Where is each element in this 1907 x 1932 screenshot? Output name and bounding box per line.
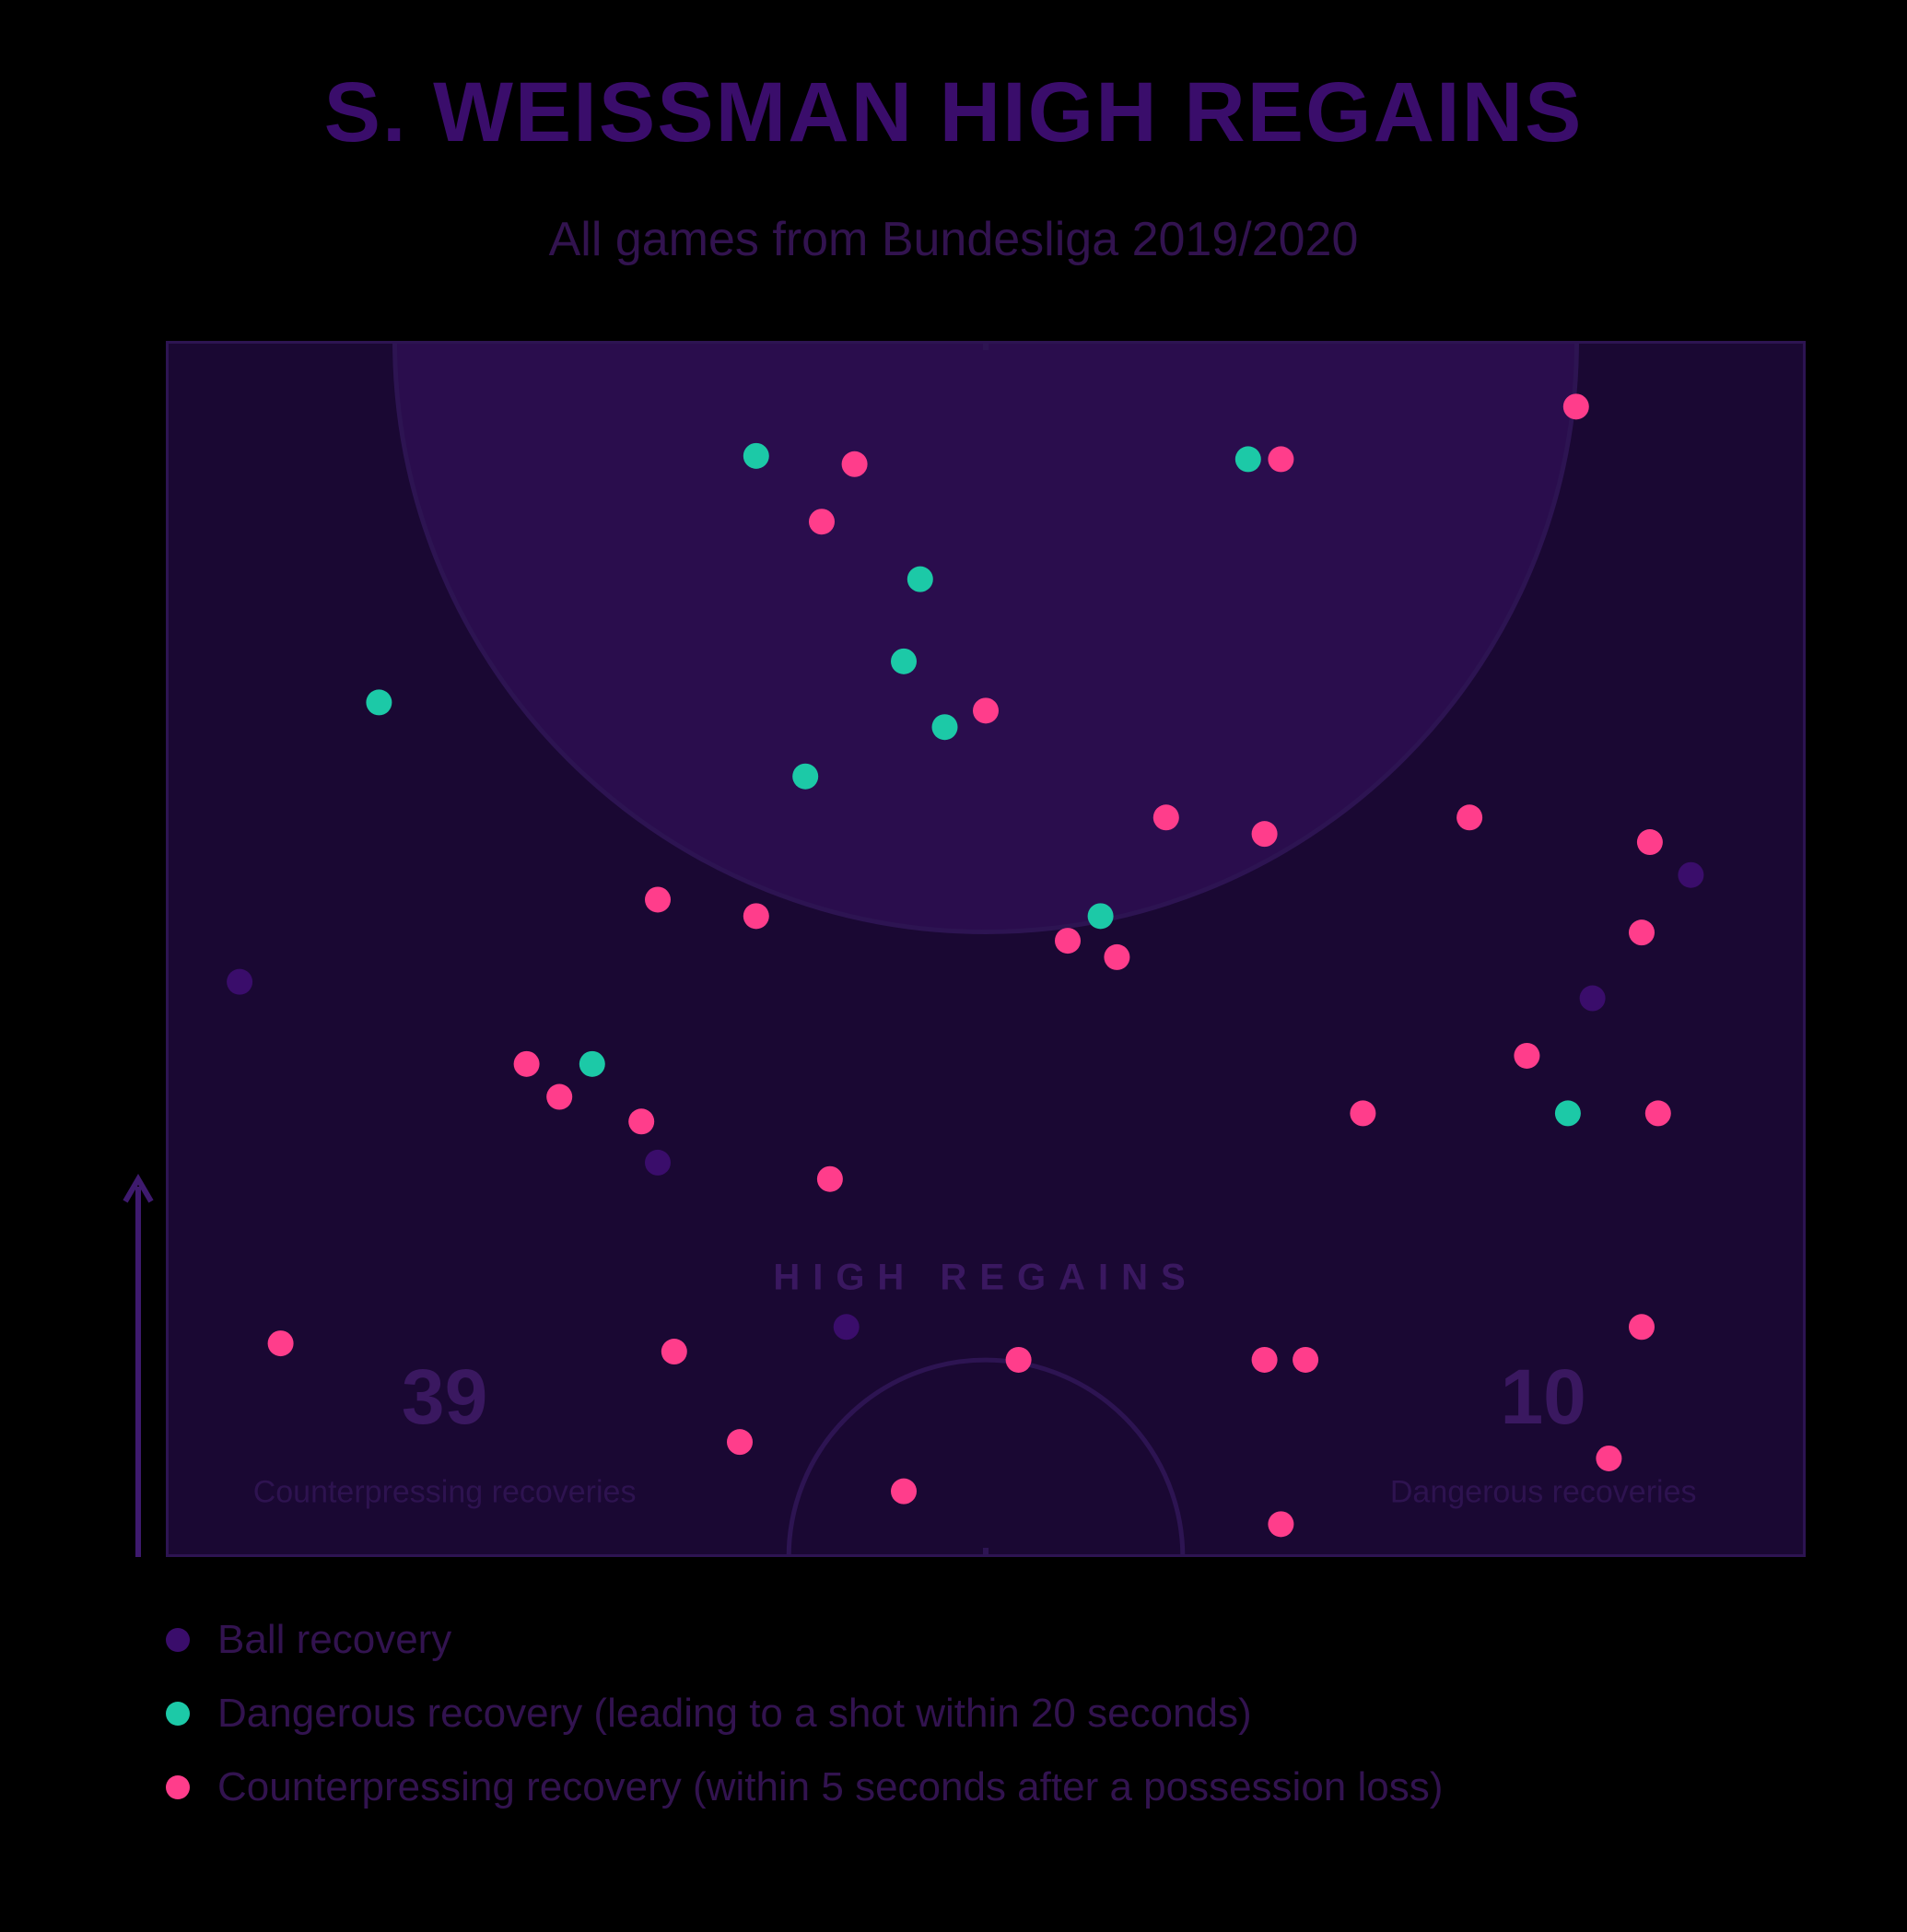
recovery-dot-ball_recovery xyxy=(1678,862,1703,888)
legend-label-counterpressing: Counterpressing recovery (within 5 secon… xyxy=(217,1764,1443,1810)
stat-dangerous-number: 10 xyxy=(1500,1353,1585,1440)
recovery-dot-counterpressing xyxy=(1350,1100,1375,1126)
recovery-dot-counterpressing xyxy=(1457,804,1482,830)
recovery-dot-dangerous xyxy=(366,689,392,715)
recovery-dot-dangerous xyxy=(743,443,769,469)
direction-arrow-icon xyxy=(120,1170,157,1566)
chart-subtitle: All games from Bundesliga 2019/2020 xyxy=(0,212,1907,267)
recovery-dot-dangerous xyxy=(932,714,958,740)
recovery-dot-counterpressing xyxy=(1006,1347,1032,1373)
recovery-dot-counterpressing xyxy=(268,1330,294,1356)
recovery-dot-ball_recovery xyxy=(1580,986,1606,1012)
legend-label-dangerous: Dangerous recovery (leading to a shot wi… xyxy=(217,1691,1252,1737)
legend-dot-counterpressing xyxy=(166,1775,190,1799)
legend: Ball recovery Dangerous recovery (leadin… xyxy=(166,1603,1443,1824)
recovery-dot-ball_recovery xyxy=(834,1314,860,1340)
watermark-text: HIGH REGAINS xyxy=(773,1258,1198,1298)
recovery-dot-counterpressing xyxy=(842,451,868,477)
recovery-dot-counterpressing xyxy=(1629,919,1655,945)
recovery-dot-ball_recovery xyxy=(645,1150,671,1176)
stat-counterpressing-label: Counterpressing recoveries xyxy=(253,1475,637,1510)
recovery-dot-counterpressing xyxy=(727,1429,753,1455)
recovery-dot-counterpressing xyxy=(514,1051,540,1077)
recovery-dot-ball_recovery xyxy=(227,969,252,995)
recovery-dot-counterpressing xyxy=(891,1479,917,1505)
recovery-dot-counterpressing xyxy=(546,1084,572,1110)
legend-dot-ball-recovery xyxy=(166,1628,190,1652)
recovery-dot-counterpressing xyxy=(1104,944,1129,970)
chart-title: S. WEISSMAN HIGH REGAINS xyxy=(0,64,1907,161)
recovery-dot-counterpressing xyxy=(1252,1347,1278,1373)
recovery-dot-counterpressing xyxy=(645,886,671,912)
recovery-dot-counterpressing xyxy=(1645,1100,1671,1126)
recovery-dot-counterpressing xyxy=(743,903,769,929)
recovery-dot-dangerous xyxy=(579,1051,605,1077)
recovery-dot-counterpressing xyxy=(1268,1511,1293,1537)
recovery-dot-counterpressing xyxy=(809,509,835,534)
pitch-svg: HIGH REGAINS 39 Counterpressing recoveries… xyxy=(166,341,1806,1557)
legend-row-counterpressing: Counterpressing recovery (within 5 secon… xyxy=(166,1751,1443,1824)
pitch-container: HIGH REGAINS 39 Counterpressing recoveries… xyxy=(166,341,1806,1557)
chart-root: S. WEISSMAN HIGH REGAINS All games from … xyxy=(0,0,1907,1932)
stat-dangerous-label: Dangerous recoveries xyxy=(1390,1475,1697,1510)
recovery-dot-counterpressing xyxy=(1268,446,1293,472)
legend-label-ball-recovery: Ball recovery xyxy=(217,1617,451,1663)
stat-counterpressing-number: 39 xyxy=(402,1353,487,1440)
recovery-dot-counterpressing xyxy=(661,1339,687,1364)
recovery-dot-counterpressing xyxy=(1252,821,1278,847)
recovery-dot-dangerous xyxy=(1555,1100,1581,1126)
recovery-dot-counterpressing xyxy=(817,1166,843,1192)
recovery-dot-dangerous xyxy=(792,764,818,790)
recovery-dot-dangerous xyxy=(1235,446,1261,472)
recovery-dot-dangerous xyxy=(907,567,933,592)
recovery-dot-counterpressing xyxy=(973,697,999,723)
recovery-dot-counterpressing xyxy=(628,1108,654,1134)
recovery-dot-counterpressing xyxy=(1596,1446,1621,1471)
recovery-dot-counterpressing xyxy=(1563,393,1589,419)
recovery-dot-counterpressing xyxy=(1637,829,1663,855)
recovery-dot-dangerous xyxy=(891,649,917,674)
recovery-dot-counterpressing xyxy=(1293,1347,1318,1373)
legend-dot-dangerous xyxy=(166,1702,190,1726)
legend-row-dangerous: Dangerous recovery (leading to a shot wi… xyxy=(166,1677,1443,1751)
recovery-dot-counterpressing xyxy=(1055,928,1081,954)
recovery-dot-dangerous xyxy=(1088,903,1114,929)
legend-row-ball-recovery: Ball recovery xyxy=(166,1603,1443,1677)
recovery-dot-counterpressing xyxy=(1629,1314,1655,1340)
recovery-dot-counterpressing xyxy=(1153,804,1179,830)
recovery-dot-counterpressing xyxy=(1514,1043,1539,1069)
